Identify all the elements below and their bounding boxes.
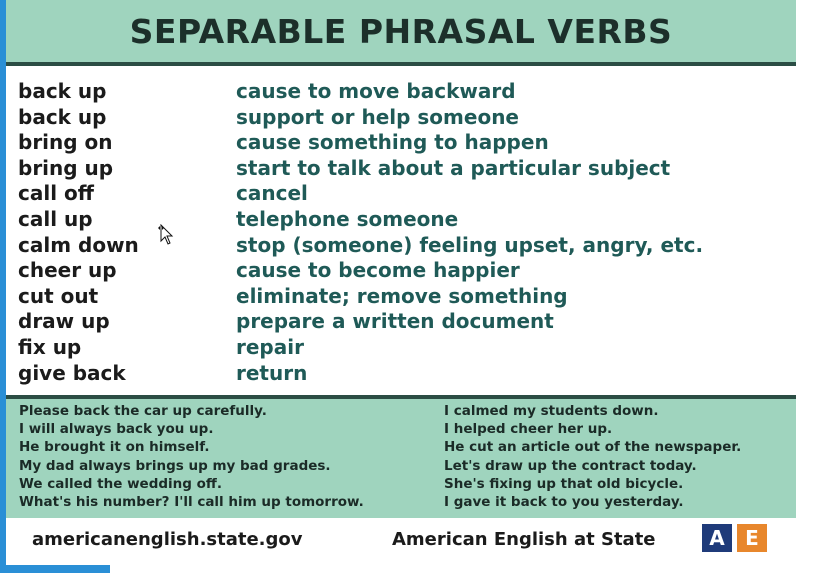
example-sentence: My dad always brings up my bad grades. xyxy=(19,457,331,474)
verb-term: give back xyxy=(18,360,126,385)
phrasal-verbs-poster: SEPARABLE PHRASAL VERBS back up cause to … xyxy=(6,0,796,573)
verb-term: back up xyxy=(18,104,107,129)
verb-row: cheer up cause to become happier xyxy=(6,257,796,283)
brand-name: American English at State xyxy=(392,529,656,550)
verb-row: give back return xyxy=(6,360,796,386)
footer: americanenglish.state.gov American Engli… xyxy=(6,518,796,563)
verb-meaning: return xyxy=(236,360,308,385)
verb-term: bring on xyxy=(18,130,113,155)
example-sentence: Let's draw up the contract today. xyxy=(444,457,697,474)
website-link[interactable]: americanenglish.state.gov xyxy=(32,529,303,550)
poster-title: SEPARABLE PHRASAL VERBS xyxy=(129,11,673,51)
example-sentence: I will always back you up. xyxy=(19,421,214,438)
logo-e-icon: E xyxy=(737,524,767,552)
verb-term: cut out xyxy=(18,283,99,308)
example-sentence: What's his number? I'll call him up tomo… xyxy=(19,494,364,511)
verb-meaning: cause to become happier xyxy=(236,258,520,283)
verb-meaning: start to talk about a particular subject xyxy=(236,155,671,180)
verb-row: fix up repair xyxy=(6,334,796,360)
verb-meaning: support or help someone xyxy=(236,104,519,129)
window-edge xyxy=(0,0,6,573)
move-cursor-icon xyxy=(157,223,175,250)
verb-row: bring on cause something to happen xyxy=(6,129,796,155)
verb-meaning: prepare a written document xyxy=(236,309,554,334)
verb-meaning: eliminate; remove something xyxy=(236,283,568,308)
verb-term: draw up xyxy=(18,309,110,334)
verb-meaning: telephone someone xyxy=(236,206,459,231)
example-sentence: He brought it on himself. xyxy=(19,439,210,456)
verb-row: bring up start to talk about a particular… xyxy=(6,155,796,181)
title-band: SEPARABLE PHRASAL VERBS xyxy=(6,0,796,62)
verb-term: bring up xyxy=(18,155,114,180)
verb-meaning: cancel xyxy=(236,181,308,206)
taskbar-strip xyxy=(0,565,110,573)
examples-right-column: I calmed my students down. I helped chee… xyxy=(444,402,741,511)
verb-term: call up xyxy=(18,206,93,231)
verb-row: back up cause to move backward xyxy=(6,78,796,104)
example-sentence: He cut an article out of the newspaper. xyxy=(444,439,742,456)
verb-row: draw up prepare a written document xyxy=(6,308,796,334)
example-sentence: Please back the car up carefully. xyxy=(19,403,267,419)
examples-left-column: Please back the car up carefully. I will… xyxy=(19,402,364,511)
example-sentence: I gave it back to you yesterday. xyxy=(444,494,684,511)
examples-band: Please back the car up carefully. I will… xyxy=(6,399,796,518)
example-sentence: I calmed my students down. xyxy=(444,403,659,419)
verb-meaning: cause something to happen xyxy=(236,130,549,155)
verb-row: call up telephone someone xyxy=(6,206,796,232)
verb-list: back up cause to move backward back up sup… xyxy=(6,78,796,385)
verb-term: back up xyxy=(18,79,107,103)
verb-term: calm down xyxy=(18,232,139,257)
verb-term: cheer up xyxy=(18,258,117,283)
verb-meaning: cause to move backward xyxy=(236,79,516,103)
verb-meaning: stop (someone) feeling upset, angry, etc… xyxy=(236,232,704,257)
divider-top xyxy=(6,62,796,66)
logo-a-icon: A xyxy=(702,524,732,552)
verb-row: back up support or help someone xyxy=(6,104,796,130)
verb-row: call off cancel xyxy=(6,180,796,206)
example-sentence: We called the wedding off. xyxy=(19,475,222,492)
verb-row: calm down stop (someone) feeling upset, a… xyxy=(6,232,796,258)
verb-meaning: repair xyxy=(236,334,304,359)
verb-term: fix up xyxy=(18,334,82,359)
example-sentence: She's fixing up that old bicycle. xyxy=(444,475,684,492)
example-sentence: I helped cheer her up. xyxy=(444,421,613,438)
verb-term: call off xyxy=(18,181,94,206)
divider-middle xyxy=(6,395,796,399)
verb-row: cut out eliminate; remove something xyxy=(6,283,796,309)
